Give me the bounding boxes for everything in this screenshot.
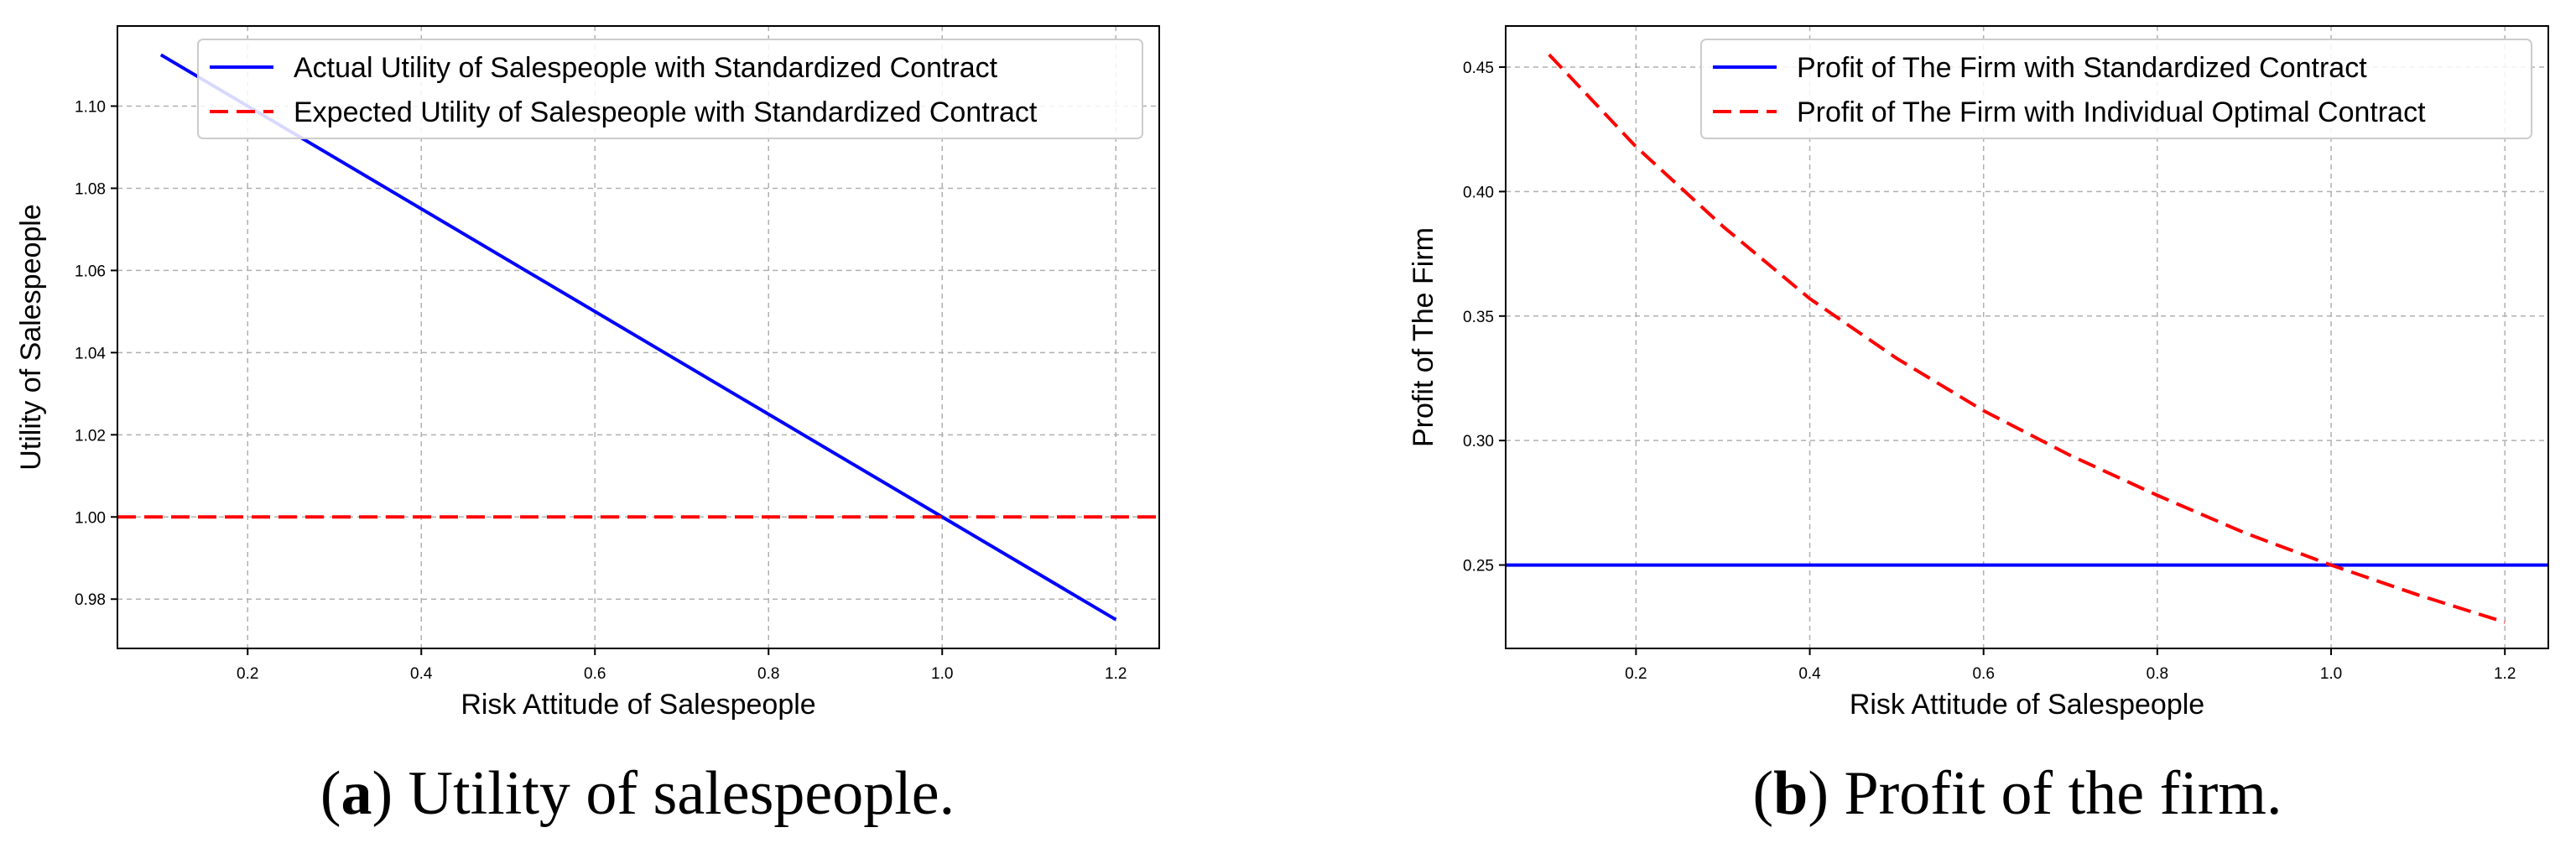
x-tick-label: 1.2 — [1105, 665, 1127, 683]
caption-paren: ( — [320, 759, 341, 828]
legend-box — [1700, 39, 2532, 139]
series-group — [1506, 53, 2548, 624]
x-tick-label: 0.6 — [1972, 665, 1994, 683]
legend: Actual Utility of Salespeople with Stand… — [197, 39, 1143, 139]
x-tick-label: 0.2 — [1625, 665, 1647, 683]
plot-frame — [117, 25, 1160, 649]
y-tick-label: 0.25 — [1463, 558, 1494, 575]
profit-chart: 0.2 0.4 0.6 0.8 1.0 1.2 0.25 0.30 0.35 0.40 0.45 Ri… — [1408, 25, 2549, 828]
x-tick-label: 0.6 — [584, 665, 606, 683]
caption-letter: b — [1773, 759, 1808, 828]
y-tick-label: 1.06 — [75, 263, 106, 280]
x-tick-label: 1.2 — [2494, 665, 2516, 683]
x-tick-label: 1.0 — [931, 665, 953, 683]
y-tick-label: 1.04 — [75, 345, 106, 362]
y-axis-label: Profit of The Firm — [1408, 227, 1439, 447]
x-tick-label: 0.8 — [2147, 665, 2168, 683]
legend-label-1: Profit of The Firm with Individual Optim… — [1797, 96, 2426, 128]
y-tick-label: 1.02 — [75, 427, 106, 445]
y-tick-label: 0.45 — [1463, 60, 1494, 77]
legend-label-0: Profit of The Firm with Standardized Con… — [1797, 52, 2367, 84]
y-tick-label: 1.08 — [75, 180, 106, 198]
y-tick-label: 1.10 — [75, 99, 106, 117]
caption-text: ) Utility of salespeople. — [372, 759, 955, 828]
x-tick-label: 0.8 — [757, 665, 779, 683]
y-tick-label: 1.00 — [75, 509, 106, 527]
series-line-1 — [1548, 53, 2506, 624]
subfigure-caption: (a) Utility of salespeople. — [320, 759, 955, 828]
x-tick-label: 0.4 — [1798, 665, 1821, 683]
legend-label-0: Actual Utility of Salespeople with Stand… — [294, 52, 998, 84]
subfigure-caption: (b) Profit of the firm. — [1753, 759, 2282, 828]
x-tick-label: 0.2 — [237, 665, 258, 683]
y-axis-label: Utility of Salespeople — [15, 204, 47, 471]
y-tick-label: 0.30 — [1463, 433, 1494, 450]
series-group — [117, 53, 1159, 622]
series-line-0 — [159, 53, 1117, 622]
plot-frame — [1505, 25, 2549, 649]
x-tick-label: 0.4 — [410, 665, 433, 683]
y-tick-label: 0.40 — [1463, 184, 1494, 201]
caption-text: ) Profit of the firm. — [1808, 759, 2282, 828]
legend: Profit of The Firm with Standardized Con… — [1700, 39, 2532, 139]
legend-box — [197, 39, 1143, 139]
caption-paren: ( — [1753, 759, 1774, 828]
y-tick-label: 0.98 — [75, 591, 106, 609]
caption-letter: a — [341, 759, 372, 828]
legend-label-1: Expected Utility of Salespeople with Sta… — [294, 96, 1038, 128]
x-tick-label: 1.0 — [2320, 665, 2342, 683]
y-tick-label: 0.35 — [1463, 309, 1494, 326]
utility-chart: 0.2 0.4 0.6 0.8 1.0 1.2 0.98 1.00 1.02 1.04 1.06 1.… — [15, 25, 1160, 828]
x-axis-label: Risk Attitude of Salespeople — [461, 689, 815, 721]
x-axis-label: Risk Attitude of Salespeople — [1850, 689, 2204, 721]
